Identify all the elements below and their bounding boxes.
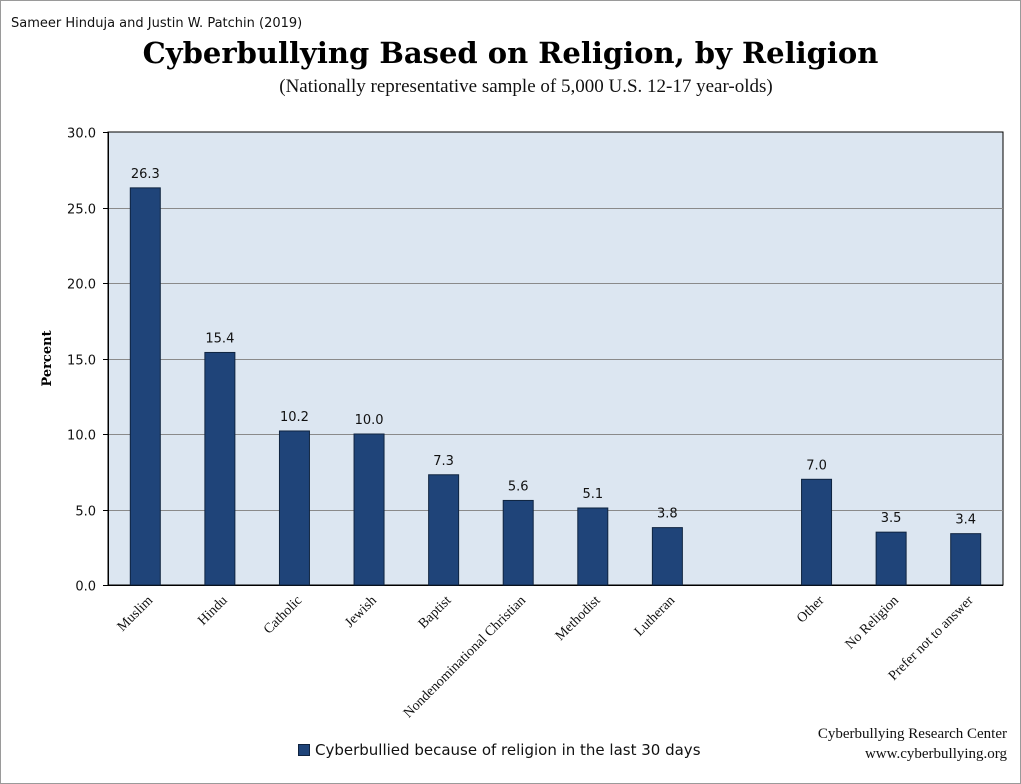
bar [801,478,833,586]
credit-organization: Cyberbullying Research Center [817,726,1007,742]
legend-swatch [298,744,310,756]
category-label: Other [794,593,827,626]
chart-title: Cyberbullying Based on Religion, by Reli… [142,36,879,70]
credit-block: Cyberbullying Research Center www.cyberb… [818,724,1007,764]
bar [129,187,161,586]
category-label: Nondenominational Christian [401,593,529,721]
category-label: Lutheran [632,593,678,639]
bar [577,507,609,586]
category-label: Catholic [261,593,305,637]
category-label: Jewish [342,593,380,631]
data-label: 5.6 [508,479,529,494]
y-tick-label: 10.0 [67,429,96,444]
category-label: Prefer not to answer [886,593,977,684]
y-tick-label: 5.0 [75,505,96,520]
category-label: Hindu [195,593,230,628]
legend-label: Cyberbullied because of religion in the … [315,741,701,759]
bar [502,499,534,586]
data-label: 3.5 [881,511,902,526]
legend: Cyberbullied because of religion in the … [298,741,701,759]
data-label: 3.4 [955,513,976,528]
data-label: 10.0 [355,413,384,428]
data-label: 15.4 [205,331,234,346]
bar [204,351,236,586]
bar [353,433,385,586]
data-label: 5.1 [582,487,603,502]
y-tick-label: 15.0 [67,354,96,369]
data-label: 7.3 [433,454,454,469]
plot-area [107,131,1004,586]
credit-url: www.cyberbullying.org [864,746,1007,762]
category-label: No Religion [843,593,902,652]
data-label: 3.8 [657,507,678,522]
bar [875,531,907,586]
data-label: 10.2 [280,410,309,425]
source-citation: Sameer Hinduja and Justin W. Patchin (20… [11,16,303,31]
bar [428,474,460,586]
y-tick-label: 30.0 [67,127,96,142]
data-label: 7.0 [806,458,827,473]
y-axis-title: Percent [40,330,55,386]
category-label: Methodist [553,593,604,644]
data-label: 26.3 [131,167,160,182]
bar [651,527,683,586]
y-tick-label: 0.0 [75,580,96,595]
y-tick-label: 25.0 [67,203,96,218]
bar [278,430,310,586]
y-tick-label: 20.0 [67,278,96,293]
category-label: Muslim [115,593,156,634]
chart-subtitle: (Nationally representative sample of 5,0… [279,76,773,97]
category-label: Baptist [416,593,455,632]
bar [950,533,982,586]
